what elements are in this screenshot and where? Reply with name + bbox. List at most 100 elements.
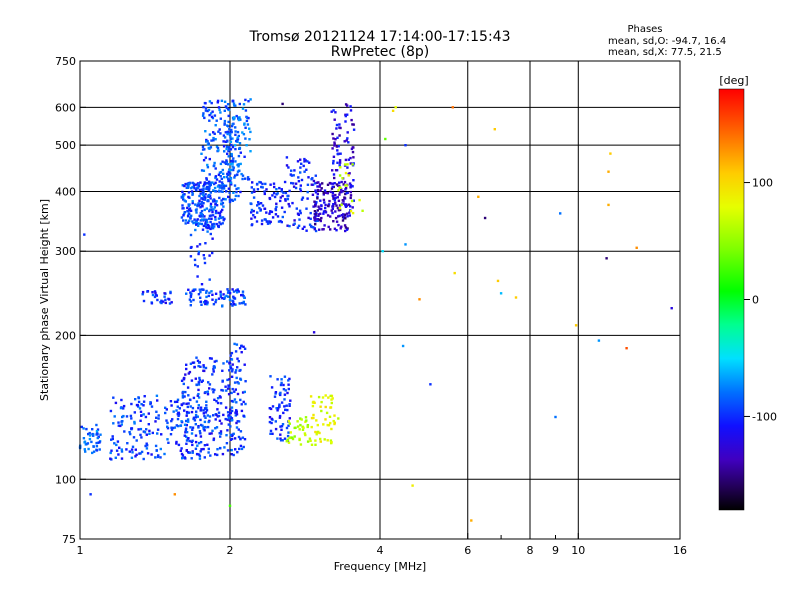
data-point — [196, 394, 199, 397]
data-point — [191, 192, 194, 195]
data-point — [209, 220, 212, 224]
chart-title: Tromsø 20121124 17:14:00-17:15:43 — [249, 29, 511, 45]
data-point — [260, 219, 264, 222]
data-point — [290, 174, 294, 177]
data-point — [88, 437, 92, 441]
data-point — [220, 99, 224, 102]
data-point — [188, 439, 191, 443]
data-point — [325, 411, 329, 415]
data-point — [197, 388, 200, 392]
data-point — [204, 109, 208, 112]
data-point — [171, 418, 174, 421]
data-point — [349, 209, 353, 213]
data-point — [201, 148, 205, 151]
data-point — [270, 417, 273, 421]
data-point — [223, 100, 227, 103]
data-point — [269, 183, 272, 186]
data-point — [306, 190, 309, 194]
data-point — [181, 204, 184, 207]
data-point — [198, 222, 201, 225]
data-point — [195, 410, 198, 413]
data-point — [319, 219, 322, 223]
data-point — [211, 373, 214, 376]
data-point — [252, 196, 256, 199]
data-point — [213, 114, 217, 117]
data-point — [263, 190, 266, 193]
data-point — [185, 367, 188, 371]
data-point — [235, 421, 238, 425]
data-point — [256, 182, 259, 186]
data-point — [224, 198, 227, 201]
data-point — [130, 417, 133, 420]
data-point — [297, 176, 300, 179]
data-point — [202, 412, 205, 415]
data-point — [197, 453, 201, 456]
data-point — [318, 207, 321, 210]
data-point — [205, 207, 208, 210]
data-point — [280, 381, 283, 385]
data-point — [191, 406, 195, 410]
data-point — [212, 391, 215, 394]
data-point — [345, 191, 348, 195]
data-point — [279, 439, 283, 442]
data-point — [274, 213, 278, 216]
data-point — [229, 135, 232, 139]
data-point — [207, 381, 210, 384]
data-point — [247, 116, 250, 120]
data-point — [220, 181, 224, 184]
data-point — [212, 139, 215, 142]
data-point — [332, 419, 335, 423]
data-point — [335, 204, 338, 207]
data-point — [222, 293, 225, 296]
data-point — [219, 430, 223, 433]
data-point — [196, 186, 200, 189]
data-point — [139, 419, 142, 422]
data-point — [221, 216, 225, 219]
data-point — [214, 190, 217, 193]
data-point — [294, 186, 298, 190]
data-point — [160, 301, 163, 305]
data-point — [255, 220, 259, 223]
data-point — [269, 407, 273, 411]
data-point — [318, 185, 321, 188]
data-point — [186, 210, 189, 213]
data-point — [213, 225, 216, 228]
data-point — [239, 398, 242, 402]
data-point — [283, 180, 287, 184]
data-point — [244, 402, 247, 406]
data-point — [215, 400, 218, 403]
data-point — [429, 383, 432, 386]
data-point — [224, 385, 227, 388]
data-point — [187, 288, 190, 291]
data-point — [165, 408, 168, 411]
data-point — [197, 364, 200, 368]
data-point — [227, 384, 230, 387]
data-point — [285, 404, 288, 407]
data-point — [192, 396, 196, 400]
data-point — [156, 428, 160, 431]
data-point — [330, 187, 334, 190]
data-point — [228, 361, 232, 364]
data-point — [216, 397, 220, 400]
data-point — [219, 290, 222, 293]
data-point — [223, 109, 226, 112]
data-point — [201, 288, 205, 291]
data-point — [331, 182, 334, 185]
data-point — [280, 378, 283, 381]
data-point — [483, 216, 487, 220]
data-point — [228, 369, 231, 372]
data-point — [280, 206, 284, 209]
data-point — [191, 426, 195, 429]
data-point — [199, 435, 203, 438]
data-point — [195, 452, 199, 456]
data-point — [235, 139, 238, 143]
data-point — [226, 387, 230, 390]
data-point — [287, 424, 290, 427]
data-point — [287, 166, 290, 169]
data-point — [215, 178, 219, 181]
data-point — [227, 148, 231, 152]
data-point — [225, 434, 228, 437]
data-point — [150, 405, 154, 408]
data-point — [289, 431, 292, 434]
data-point — [249, 202, 252, 205]
